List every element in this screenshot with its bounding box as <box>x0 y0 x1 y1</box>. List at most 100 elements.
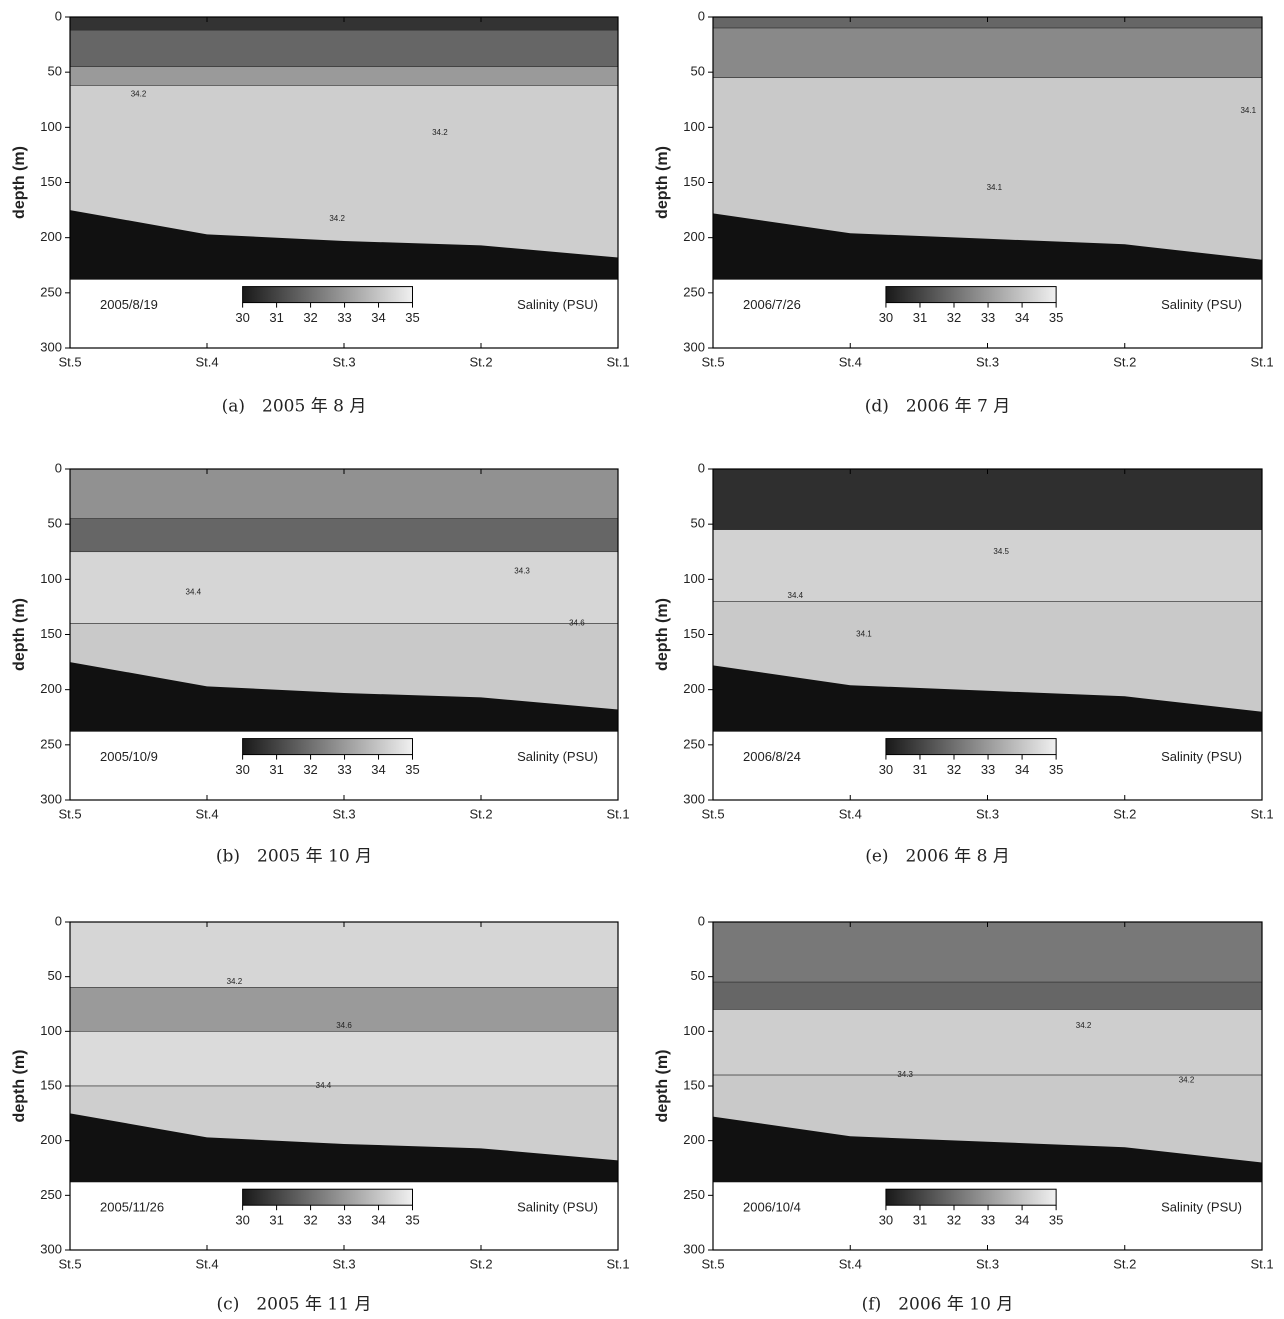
x-tick-label: St.4 <box>195 1256 218 1271</box>
y-tick-label: 50 <box>48 516 62 531</box>
colorbar-tick-label: 35 <box>1049 1213 1063 1228</box>
colorbar-tick-label: 34 <box>371 1213 385 1228</box>
x-tick-label: St.3 <box>332 1256 355 1271</box>
y-tick-label: 100 <box>683 119 705 134</box>
contour-label: 34.5 <box>993 547 1009 556</box>
date-label: 2006/10/4 <box>743 1200 801 1215</box>
contour-label: 34.4 <box>316 1081 332 1090</box>
panel-caption: (a) 2005 年 8 月 <box>222 397 367 417</box>
y-tick-label: 300 <box>40 339 62 354</box>
colorbar-tick-label: 31 <box>269 1213 283 1228</box>
colorbar-tick-label: 33 <box>981 1213 995 1228</box>
contour-label: 34.4 <box>788 591 804 600</box>
y-tick-label: 50 <box>48 968 62 983</box>
contour-label: 34.2 <box>432 128 448 137</box>
panel: 34.1 34.1 0 50 100 150 200 250 300 depth (m) St.5 S… <box>654 8 1273 416</box>
colorbar-tick-label: 32 <box>303 310 317 325</box>
colorbar-label: Salinity (PSU) <box>1161 749 1242 764</box>
date-label: 2005/10/9 <box>100 749 158 764</box>
panel: 34.5 34.4 34.1 0 50 100 150 200 250 300 depth (m) S… <box>654 460 1273 866</box>
y-axis-label: depth (m) <box>654 146 671 219</box>
x-tick-label: St.4 <box>195 354 218 369</box>
salinity-layer <box>712 981 1263 1010</box>
contour-label: 34.3 <box>897 1070 913 1079</box>
colorbar <box>885 286 1057 304</box>
x-tick-label: St.3 <box>976 806 999 821</box>
colorbar-tick-label: 31 <box>269 762 283 777</box>
x-tick-label: St.5 <box>58 1256 81 1271</box>
salinity-layer <box>712 27 1263 78</box>
x-tick-label: St.2 <box>469 806 492 821</box>
colorbar-label: Salinity (PSU) <box>1161 1200 1242 1215</box>
y-tick-label: 100 <box>683 1023 705 1038</box>
x-tick-label: St.1 <box>606 1256 629 1271</box>
x-tick-label: St.2 <box>469 1256 492 1271</box>
salinity-layer <box>69 518 619 553</box>
salinity-layer <box>712 921 1263 983</box>
y-tick-label: 150 <box>40 1077 62 1092</box>
salinity-layer <box>69 66 619 86</box>
panel: 34.4 34.3 34.6 0 50 100 150 200 250 300 depth (m) S… <box>11 460 629 866</box>
y-tick-label: 200 <box>683 1132 705 1147</box>
seabed <box>70 210 618 280</box>
colorbar-tick-label: 31 <box>269 310 283 325</box>
y-tick-label: 250 <box>40 736 62 751</box>
y-tick-label: 0 <box>698 460 705 475</box>
panel: 34.2 34.2 34.2 0 50 100 150 200 250 300 depth (m) S… <box>11 8 629 416</box>
colorbar-tick-label: 32 <box>947 1213 961 1228</box>
x-tick-label: St.2 <box>469 354 492 369</box>
y-tick-label: 100 <box>40 571 62 586</box>
y-tick-label: 300 <box>40 1241 62 1256</box>
colorbar <box>242 286 413 304</box>
panel-caption: (c) 2005 年 11 月 <box>217 1295 372 1315</box>
x-tick-label: St.3 <box>976 354 999 369</box>
panel: 34.2 34.3 34.2 0 50 100 150 200 250 300 depth (m) S… <box>654 913 1273 1314</box>
contour-label: 34.6 <box>569 619 585 628</box>
contour-label: 34.1 <box>987 183 1003 192</box>
x-tick-label: St.5 <box>701 1256 724 1271</box>
x-tick-label: St.5 <box>58 806 81 821</box>
y-tick-label: 150 <box>40 626 62 641</box>
panel: 34.2 34.6 34.4 0 50 100 150 200 250 300 depth (m) S… <box>11 913 629 1314</box>
y-axis-label: depth (m) <box>11 1050 28 1123</box>
colorbar-label: Salinity (PSU) <box>517 749 598 764</box>
y-tick-label: 200 <box>40 1132 62 1147</box>
y-tick-label: 250 <box>683 736 705 751</box>
colorbar-tick-label: 34 <box>1015 1213 1029 1228</box>
y-tick-label: 100 <box>40 119 62 134</box>
x-tick-label: St.2 <box>1113 1256 1136 1271</box>
x-tick-label: St.4 <box>195 806 218 821</box>
panel-caption: (d) 2006 年 7 月 <box>865 397 1010 417</box>
panel-caption: (b) 2005 年 10 月 <box>216 847 372 867</box>
colorbar <box>885 738 1057 756</box>
y-tick-label: 0 <box>698 8 705 23</box>
y-axis-label: depth (m) <box>11 146 28 219</box>
colorbar-tick-label: 33 <box>337 310 351 325</box>
colorbar-tick-label: 32 <box>303 1213 317 1228</box>
y-tick-label: 50 <box>691 516 705 531</box>
y-tick-label: 50 <box>48 64 62 79</box>
x-tick-label: St.1 <box>1250 1256 1273 1271</box>
y-tick-label: 300 <box>683 791 705 806</box>
salinity-layer <box>69 987 619 1032</box>
y-tick-label: 200 <box>683 681 705 696</box>
seabed <box>70 1113 618 1183</box>
colorbar-tick-label: 31 <box>913 1213 927 1228</box>
x-tick-label: St.1 <box>1250 806 1273 821</box>
y-axis-label: depth (m) <box>11 598 28 671</box>
contour-label: 34.2 <box>1076 1021 1092 1030</box>
colorbar <box>242 738 413 756</box>
contour-label: 34.3 <box>514 567 530 576</box>
y-tick-label: 0 <box>55 913 62 928</box>
colorbar-tick-label: 33 <box>981 762 995 777</box>
x-tick-label: St.4 <box>839 806 862 821</box>
y-tick-label: 250 <box>683 1187 705 1202</box>
x-tick-label: St.4 <box>839 1256 862 1271</box>
x-tick-label: St.3 <box>332 806 355 821</box>
y-tick-label: 150 <box>683 626 705 641</box>
colorbar-tick-label: 34 <box>371 762 385 777</box>
contour-label: 34.1 <box>856 630 872 639</box>
x-tick-label: St.5 <box>701 354 724 369</box>
salinity-layer <box>69 468 619 519</box>
